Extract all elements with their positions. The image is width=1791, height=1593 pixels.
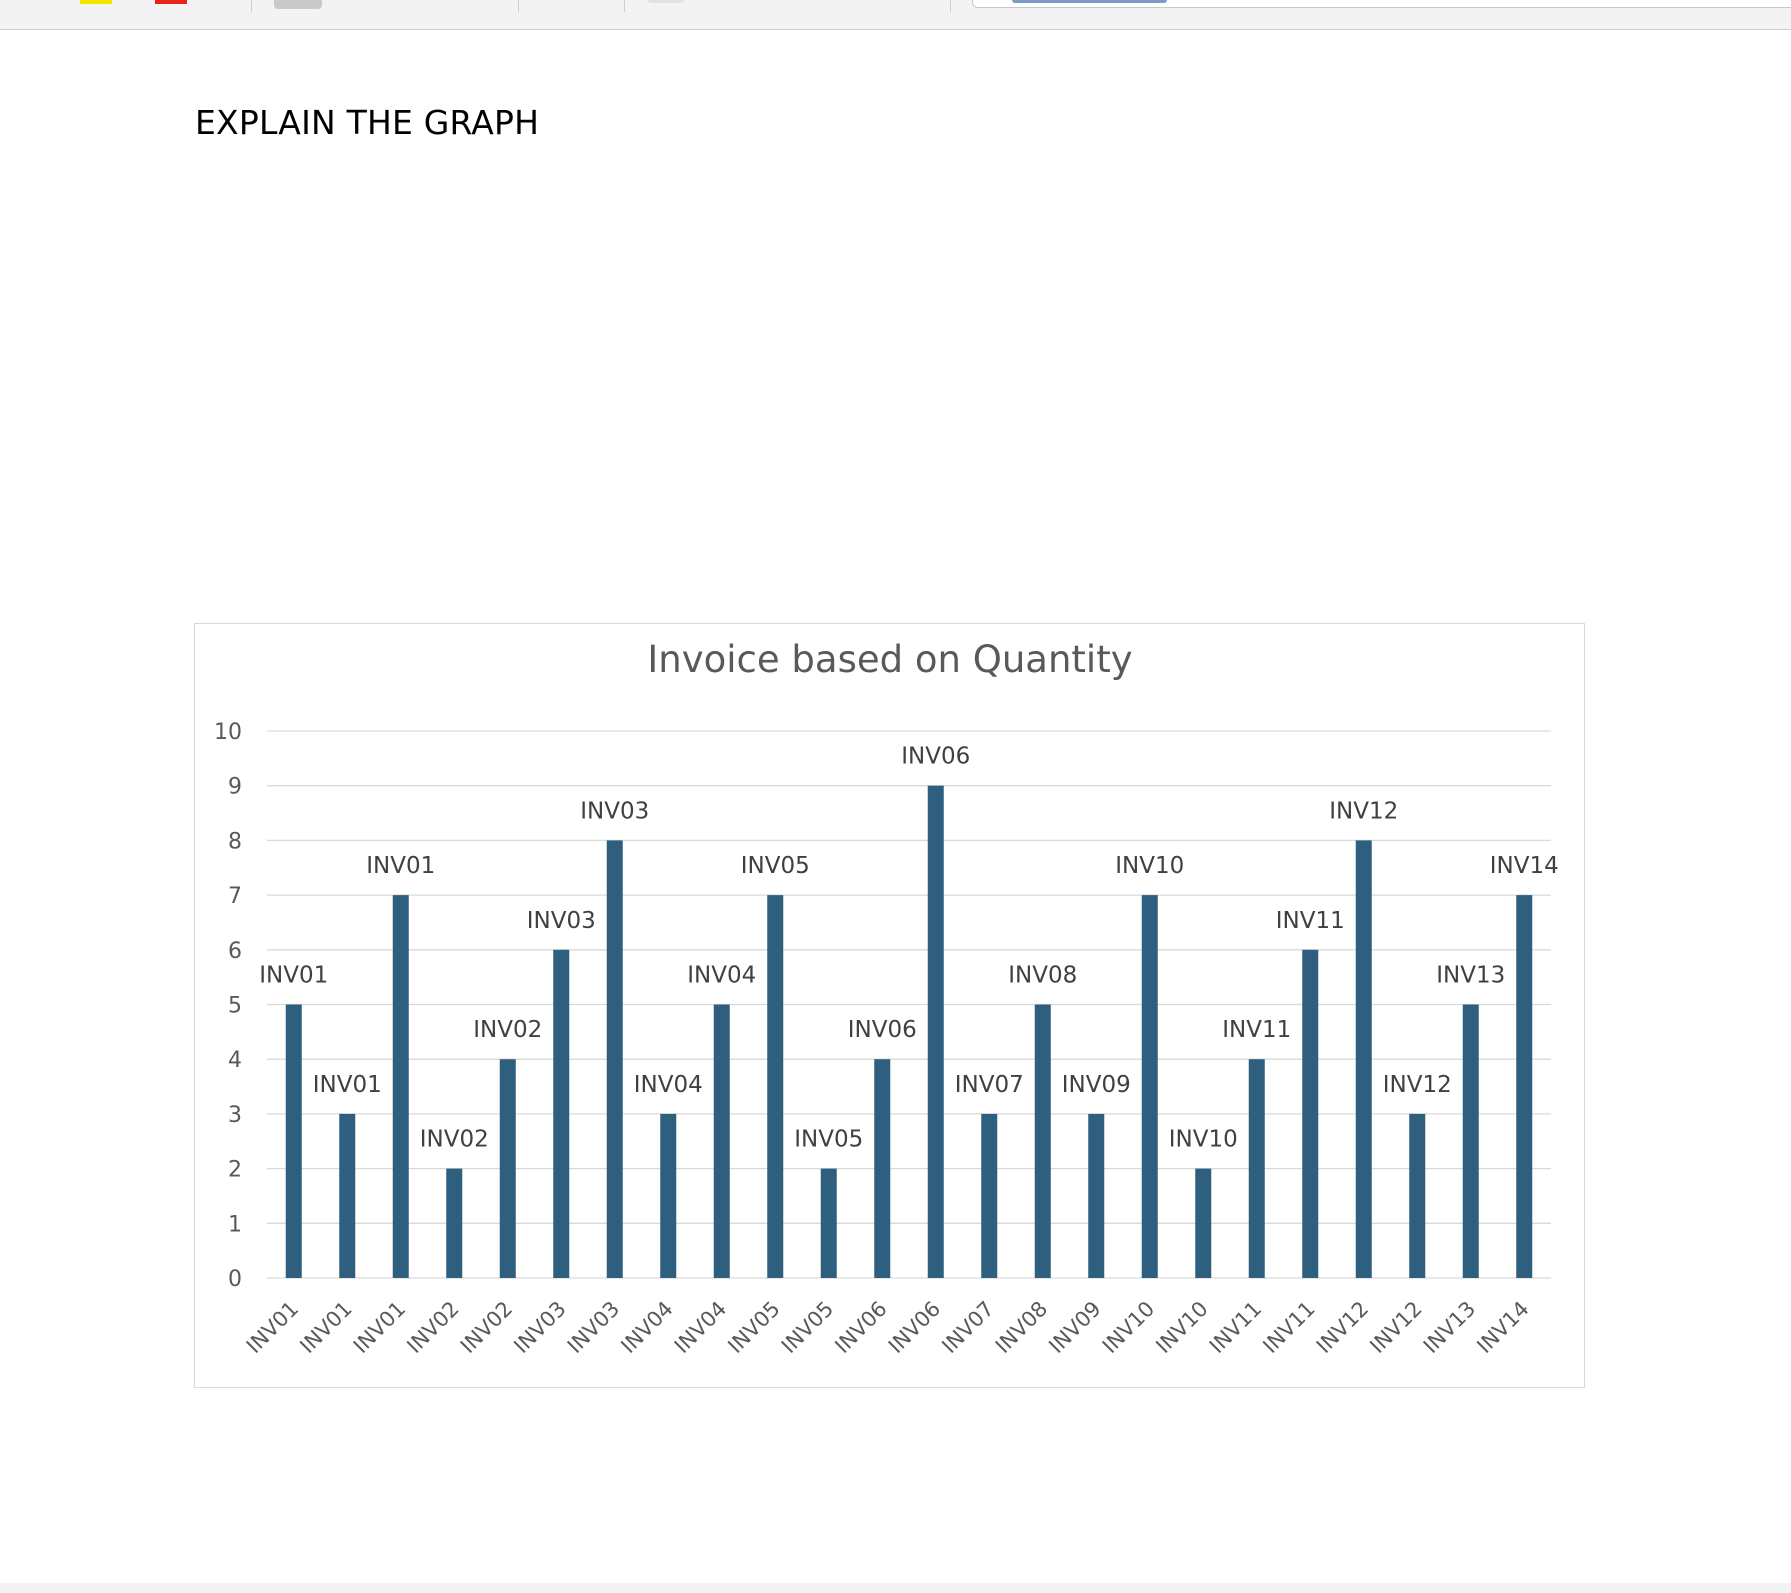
data-label: INV13 xyxy=(1436,963,1505,989)
toolbar-divider xyxy=(624,0,625,12)
bar[interactable] xyxy=(446,1168,463,1278)
bar[interactable] xyxy=(339,1113,356,1278)
window-bottom-strip xyxy=(0,1583,1791,1593)
x-tick-label: INV01 xyxy=(295,1297,357,1359)
highlight-color-swatch[interactable] xyxy=(80,0,112,4)
x-tick-label: INV10 xyxy=(1098,1297,1160,1359)
bar[interactable] xyxy=(392,895,409,1278)
toolbar-divider xyxy=(251,0,252,12)
data-label: INV07 xyxy=(955,1072,1024,1098)
data-label: INV06 xyxy=(901,744,970,770)
data-label: INV03 xyxy=(527,908,596,934)
data-label: INV04 xyxy=(634,1072,703,1098)
x-tick-label: INV07 xyxy=(937,1297,999,1359)
chart-title: Invoice based on Quantity xyxy=(647,638,1132,681)
y-tick-label: 8 xyxy=(228,829,242,854)
data-label: INV01 xyxy=(366,853,435,879)
bar[interactable] xyxy=(1248,1059,1265,1278)
data-label: INV01 xyxy=(259,963,328,989)
bar[interactable] xyxy=(927,785,944,1278)
toolbar-selected-chip[interactable] xyxy=(1012,0,1167,3)
y-tick-label: 4 xyxy=(228,1048,242,1073)
y-tick-label: 6 xyxy=(228,939,242,964)
toolbar-divider xyxy=(950,0,951,12)
bar[interactable] xyxy=(660,1113,677,1278)
y-tick-label: 1 xyxy=(228,1212,242,1237)
bar[interactable] xyxy=(1141,895,1158,1278)
x-tick-label: INV01 xyxy=(242,1297,304,1359)
data-label: INV11 xyxy=(1222,1017,1291,1043)
x-tick-label: INV12 xyxy=(1312,1297,1374,1359)
y-tick-label: 0 xyxy=(228,1267,242,1292)
app-toolbar xyxy=(0,0,1791,30)
bar[interactable] xyxy=(1195,1168,1212,1278)
data-label: INV09 xyxy=(1062,1072,1131,1098)
data-label: INV01 xyxy=(313,1072,382,1098)
bar[interactable] xyxy=(285,1004,302,1279)
toolbar-input-field[interactable] xyxy=(972,0,1791,8)
bar[interactable] xyxy=(499,1059,516,1278)
x-tick-label: INV02 xyxy=(456,1297,518,1359)
toolbar-divider xyxy=(518,0,519,12)
bar[interactable] xyxy=(1034,1004,1051,1279)
data-label: INV10 xyxy=(1115,853,1184,879)
bar[interactable] xyxy=(874,1059,891,1278)
bar[interactable] xyxy=(606,840,623,1278)
bar[interactable] xyxy=(1409,1113,1426,1278)
y-tick-label: 7 xyxy=(228,884,242,909)
y-tick-label: 3 xyxy=(228,1103,242,1128)
y-tick-label: 10 xyxy=(214,720,242,745)
data-label: INV06 xyxy=(848,1017,917,1043)
bar[interactable] xyxy=(1355,840,1372,1278)
bar-chart: Invoice based on Quantity 0 1 2 3 4 5 6 7 8 9 10 I… xyxy=(214,638,1559,1359)
toolbar-button[interactable] xyxy=(274,0,322,9)
x-tick-label: INV05 xyxy=(723,1297,785,1359)
x-tick-label: INV05 xyxy=(777,1297,839,1359)
chart-container[interactable]: Invoice based on Quantity 0 1 2 3 4 5 6 7 8 9 10 I… xyxy=(194,623,1585,1388)
document-heading: EXPLAIN THE GRAPH xyxy=(195,103,540,142)
data-label: INV05 xyxy=(741,853,810,879)
x-tick-label: INV06 xyxy=(884,1297,946,1359)
y-tick-label: 5 xyxy=(228,994,242,1019)
x-tick-label: INV03 xyxy=(509,1297,571,1359)
x-tick-label: INV13 xyxy=(1419,1297,1481,1359)
x-tick-label: INV02 xyxy=(402,1297,464,1359)
toolbar-button[interactable] xyxy=(648,0,684,3)
data-label: INV11 xyxy=(1276,908,1345,934)
data-label: INV05 xyxy=(794,1127,863,1153)
data-label: INV03 xyxy=(580,798,649,824)
data-label: INV02 xyxy=(473,1017,542,1043)
x-tick-label: INV04 xyxy=(670,1297,732,1359)
bar[interactable] xyxy=(1516,895,1533,1278)
bar[interactable] xyxy=(713,1004,730,1279)
x-tick-label: INV03 xyxy=(563,1297,625,1359)
bar[interactable] xyxy=(981,1113,998,1278)
x-tick-label: INV08 xyxy=(991,1297,1053,1359)
x-tick-label: INV10 xyxy=(1151,1297,1213,1359)
bar[interactable] xyxy=(1088,1113,1105,1278)
data-label: INV12 xyxy=(1329,798,1398,824)
data-label: INV02 xyxy=(420,1127,489,1153)
data-label: INV12 xyxy=(1383,1072,1452,1098)
bar[interactable] xyxy=(767,895,784,1278)
x-tick-label: INV11 xyxy=(1258,1297,1320,1359)
bar[interactable] xyxy=(1302,949,1319,1278)
bar[interactable] xyxy=(1462,1004,1479,1279)
data-label: INV14 xyxy=(1490,853,1559,879)
data-label: INV10 xyxy=(1169,1127,1238,1153)
bar[interactable] xyxy=(553,949,570,1278)
data-label: INV04 xyxy=(687,963,756,989)
y-tick-label: 9 xyxy=(228,775,242,800)
y-tick-label: 2 xyxy=(228,1158,242,1183)
x-tick-label: INV11 xyxy=(1205,1297,1267,1359)
x-tick-label: INV06 xyxy=(830,1297,892,1359)
x-tick-label: INV12 xyxy=(1365,1297,1427,1359)
data-label: INV08 xyxy=(1008,963,1077,989)
x-tick-label: INV01 xyxy=(349,1297,411,1359)
x-tick-label: INV14 xyxy=(1472,1297,1534,1359)
x-tick-label: INV09 xyxy=(1044,1297,1106,1359)
font-color-swatch[interactable] xyxy=(155,0,187,4)
bar[interactable] xyxy=(820,1168,837,1278)
x-tick-label: INV04 xyxy=(616,1297,678,1359)
